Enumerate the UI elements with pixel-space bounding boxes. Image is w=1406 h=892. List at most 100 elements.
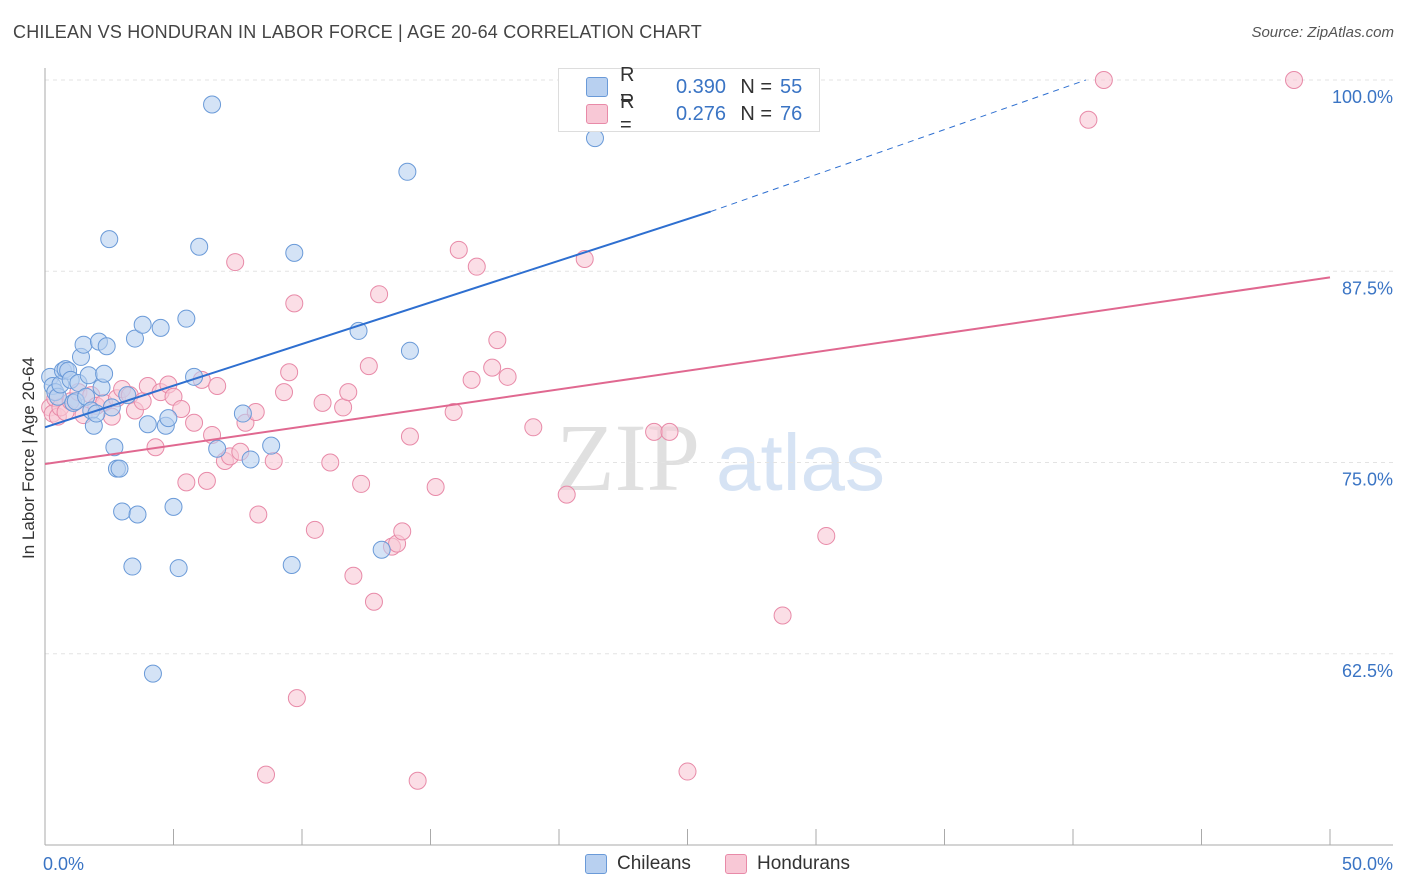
y-tick-label-0: 62.5% [1342,661,1393,681]
axes [44,68,1393,846]
watermark-zip: ZIP [556,404,700,511]
hondurans-point-27 [197,471,216,490]
hondurans-point-25 [185,413,204,432]
chileans-point-52 [372,540,391,559]
hondurans-point-61 [462,370,481,389]
chileans-trend-line [44,210,711,429]
hondurans-point-59 [444,403,463,422]
hondurans-point-56 [400,427,419,446]
series-legend-hondurans[interactable]: Hondurans [725,852,850,876]
hondurans-point-40 [280,363,299,382]
hondurans-point-37 [257,765,276,784]
hondurans-point-65 [498,367,517,386]
chileans-legend-swatch [585,854,607,874]
chileans-legend-label: Chileans [617,853,691,874]
hondurans-point-64 [488,331,507,350]
hondurans-point-67 [557,485,576,504]
series-legend-chileans[interactable]: Chileans [585,852,691,876]
hondurans-legend-swatch [725,854,747,874]
chart-title: CHILEAN VS HONDURAN IN LABOR FORCE | AGE… [13,22,702,42]
chileans-point-55 [585,129,604,148]
chileans-point-41 [177,309,196,328]
chileans-point-48 [262,436,281,455]
chileans-point-32 [128,505,147,524]
hondurans-point-42 [287,689,306,708]
chileans-point-25 [105,438,124,457]
hondurans-point-51 [364,592,383,611]
hondurans-legend-label: Hondurans [757,853,850,874]
y-tick-label-2: 87.5% [1342,278,1393,298]
chileans-points [41,71,692,683]
hondurans-point-73 [773,606,792,625]
correlation-legend: R = 0.390 N = 55 R = 0.276 N = 76 [558,64,820,136]
chileans-point-53 [398,162,417,181]
chileans-point-44 [203,95,222,114]
hondurans-point-52 [370,285,389,304]
chileans-swatch [586,77,608,97]
hondurans-point-55 [393,522,412,541]
x-tick-label-0: 0.0% [43,854,84,874]
legend-n-value-chileans: 55 [780,75,803,98]
chileans-point-27 [110,459,129,478]
hondurans-point-75 [1079,110,1098,129]
chileans-point-49 [282,556,301,575]
hondurans-point-76 [1094,71,1113,89]
hondurans-point-32 [226,253,245,272]
legend-n-value-hondurans: 76 [780,102,803,125]
hondurans-point-57 [408,771,427,790]
y-tick-label-1: 75.0% [1342,470,1393,490]
chileans-point-39 [164,497,183,516]
legend-row-chileans: R = 0.390 N = 55 [586,64,803,109]
hondurans-trend-line [44,276,1331,466]
hondurans-point-38 [264,451,283,470]
chileans-point-38 [159,409,178,428]
chileans-point-21 [95,364,114,383]
legend-r-label: R = [620,64,635,109]
tick-labels: 62.5% 75.0% 87.5% 100.0% 0.0% 50.0% [43,87,1393,874]
legend-r-value-hondurans: 0.276 [675,102,726,125]
legend-r-value-chileans: 0.390 [675,75,726,98]
hondurans-point-46 [334,398,353,417]
legend-row-hondurans: R = 0.276 N = 76 [586,91,803,136]
hondurans-point-60 [449,240,468,259]
hondurans-point-39 [275,383,294,402]
chileans-point-40 [169,559,188,578]
chileans-point-31 [125,329,144,348]
hondurans-point-43 [305,520,324,539]
hondurans-point-41 [285,294,304,313]
hondurans-points [41,71,1304,790]
chileans-point-46 [233,404,252,423]
hondurans-point-62 [467,257,486,276]
hondurans-point-74 [817,526,836,545]
y-tick-label-3: 100.0% [1332,87,1393,107]
hondurans-point-70 [660,422,679,441]
chileans-point-50 [285,243,304,262]
source-credit: Source: ZipAtlas.com [1251,24,1394,41]
hondurans-point-63 [483,358,502,377]
hondurans-point-50 [359,357,378,376]
chileans-point-15 [79,366,98,385]
x-tick-label-1: 50.0% [1342,854,1393,874]
chileans-point-36 [151,318,170,337]
y-axis-label: In Labor Force | Age 20-64 [19,357,38,559]
hondurans-point-69 [645,422,664,441]
chileans-point-54 [400,341,419,360]
hondurans-point-66 [524,418,543,437]
hondurans-point-36 [249,505,268,524]
hondurans-point-47 [339,383,358,402]
hondurans-point-71 [678,762,697,781]
hondurans-point-49 [352,474,371,493]
hondurans-swatch [586,104,608,124]
hondurans-point-29 [208,377,227,395]
chileans-point-35 [143,664,162,683]
hondurans-point-23 [172,399,191,418]
chileans-point-33 [133,315,152,334]
hondurans-point-58 [426,477,445,496]
trend-lines [44,79,1331,466]
chileans-trend-extension [710,79,1087,213]
chileans-point-45 [208,439,227,458]
chileans-point-47 [241,450,260,469]
legend-n-label: N = [740,75,772,98]
legend-r-label: R = [620,91,635,136]
